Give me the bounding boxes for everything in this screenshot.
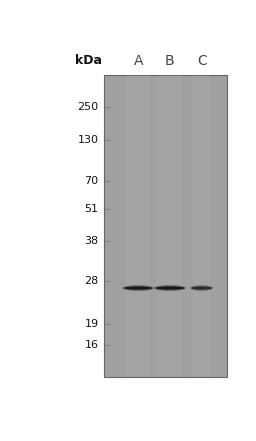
Ellipse shape xyxy=(154,285,186,291)
Text: 38: 38 xyxy=(84,235,99,246)
Text: 130: 130 xyxy=(78,135,99,145)
Bar xyxy=(193,75,210,377)
Ellipse shape xyxy=(190,285,213,291)
Bar xyxy=(157,75,182,377)
Text: C: C xyxy=(197,54,207,68)
Text: 19: 19 xyxy=(84,319,99,329)
Text: A: A xyxy=(133,54,143,68)
Text: 16: 16 xyxy=(84,340,99,351)
Text: 70: 70 xyxy=(84,176,99,187)
Text: 250: 250 xyxy=(77,102,99,112)
Ellipse shape xyxy=(122,285,154,291)
Bar xyxy=(126,75,150,377)
Ellipse shape xyxy=(124,286,153,290)
Text: B: B xyxy=(165,54,175,68)
Text: 28: 28 xyxy=(84,276,99,286)
Text: 51: 51 xyxy=(84,204,99,213)
Ellipse shape xyxy=(155,286,185,290)
Ellipse shape xyxy=(191,286,212,290)
Text: kDa: kDa xyxy=(76,53,102,67)
Bar xyxy=(104,75,227,377)
